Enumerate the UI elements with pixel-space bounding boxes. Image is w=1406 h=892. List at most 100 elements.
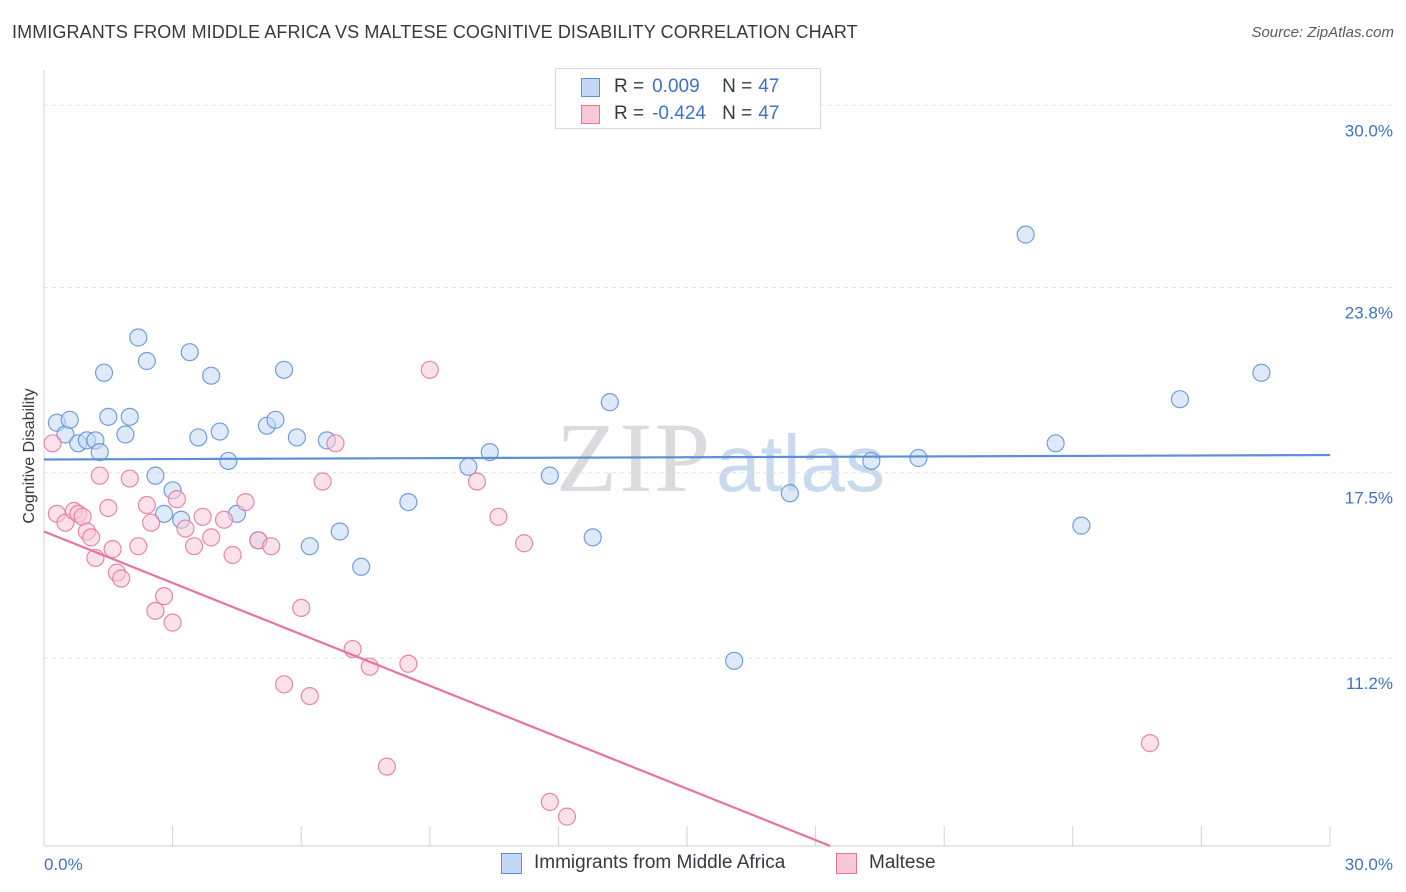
data-point-middle-africa (90, 443, 109, 462)
data-point-maltese (154, 587, 174, 606)
data-point-maltese (99, 498, 118, 518)
legend-item-middle-africa: Immigrants from Middle Africa (501, 852, 785, 874)
legend-row-maltese: R = -0.424 N = 47 (581, 102, 779, 126)
data-point-maltese (120, 469, 139, 488)
legend-label-maltese: Maltese (869, 852, 936, 873)
data-point-maltese (214, 510, 234, 529)
data-point-middle-africa (459, 457, 478, 476)
data-point-middle-africa (862, 451, 881, 471)
data-point-middle-africa (154, 504, 174, 523)
data-point-maltese (137, 495, 156, 515)
data-point-middle-africa (274, 360, 294, 379)
data-point-maltese (112, 569, 131, 588)
legend-swatch-middle-africa (581, 77, 600, 97)
correlation-legend: R = 0.009 N = 47 R = -0.424 N = 47 (555, 68, 821, 129)
data-point-maltese (193, 507, 212, 526)
gridlines (44, 104, 1394, 659)
data-point-middle-africa (210, 422, 229, 441)
data-point-middle-africa (129, 328, 148, 347)
data-point-maltese (202, 528, 221, 547)
trend-line-middle-africa (43, 453, 1331, 461)
data-point-middle-africa (540, 466, 559, 485)
legend-item-maltese: Maltese (836, 852, 936, 874)
data-point-maltese (489, 507, 508, 526)
data-point-middle-africa (780, 484, 799, 503)
data-point-maltese (1140, 734, 1160, 753)
data-point-middle-africa (1252, 363, 1271, 382)
axes (43, 70, 1331, 847)
data-point-maltese (167, 490, 186, 509)
data-point-middle-africa (1046, 434, 1065, 453)
data-point-maltese (557, 807, 577, 826)
r-value: 0.009 (652, 76, 700, 97)
data-point-middle-africa (120, 407, 139, 426)
y-axis-label: Cognitive Disability (21, 388, 38, 523)
data-point-maltese (223, 545, 242, 565)
data-point-middle-africa (189, 428, 208, 447)
data-point-maltese (300, 686, 319, 706)
data-point-middle-africa (352, 557, 371, 576)
n-label: N = (722, 103, 753, 124)
data-point-maltese (103, 540, 122, 559)
data-point-middle-africa (94, 363, 114, 382)
data-point-maltese (377, 757, 397, 776)
data-point-middle-africa (146, 466, 165, 485)
data-point-maltese (82, 528, 101, 547)
data-point-maltese (236, 492, 255, 512)
data-point-maltese (176, 519, 195, 538)
y-tick-labels: 11.2% 17.5% 23.8% 30.0% (1345, 121, 1393, 693)
x-tick-label: 30.0% (1345, 855, 1393, 874)
x-tick-label: 0.0% (44, 855, 83, 874)
n-value: 47 (758, 103, 780, 124)
data-point-maltese (274, 675, 294, 694)
trend-line-maltese (43, 530, 831, 848)
data-point-maltese (540, 792, 559, 812)
data-point-maltese (515, 534, 534, 553)
data-point-middle-africa (725, 651, 744, 670)
data-point-maltese (163, 613, 182, 632)
data-point-middle-africa (137, 351, 156, 371)
trend-lines (43, 453, 1331, 848)
data-point-maltese (292, 598, 311, 618)
x-tick-labels: 0.0% 30.0% (44, 855, 1393, 874)
legend-swatch-maltese (581, 104, 600, 124)
y-tick-label: 17.5% (1345, 489, 1393, 508)
y-tick-label: 11.2% (1346, 674, 1393, 693)
data-point-maltese (43, 434, 62, 453)
data-point-middle-africa (99, 407, 118, 426)
r-label: R = (614, 76, 645, 97)
data-point-maltese (326, 434, 345, 453)
data-point-maltese (184, 537, 204, 556)
n-label: N = (722, 76, 753, 97)
data-point-middle-africa (330, 522, 349, 541)
chart-title: IMMIGRANTS FROM MIDDLE AFRICA VS MALTESE… (12, 22, 858, 42)
r-label: R = (614, 103, 645, 124)
data-point-middle-africa (583, 528, 602, 547)
data-point-maltese (399, 654, 418, 673)
data-points (43, 225, 1271, 826)
y-tick-label: 30.0% (1345, 121, 1393, 140)
data-point-maltese (142, 513, 161, 532)
data-point-middle-africa (300, 537, 319, 556)
source-label: Source: ZipAtlas.com (1251, 24, 1394, 41)
data-point-middle-africa (399, 492, 418, 512)
data-point-middle-africa (287, 428, 307, 447)
data-point-middle-africa (1072, 516, 1091, 535)
legend-row-middle-africa: R = 0.009 N = 47 (581, 75, 779, 99)
legend-swatch-maltese (836, 852, 857, 874)
data-point-middle-africa (1170, 390, 1190, 409)
data-point-middle-africa (909, 448, 928, 468)
data-point-maltese (467, 472, 487, 491)
data-point-middle-africa (266, 410, 285, 429)
r-value: -0.424 (652, 103, 706, 124)
data-point-middle-africa (480, 443, 499, 462)
n-value: 47 (758, 76, 780, 97)
data-point-middle-africa (116, 425, 135, 444)
data-point-maltese (313, 472, 332, 491)
data-point-middle-africa (219, 451, 238, 471)
data-point-middle-africa (600, 393, 619, 412)
data-point-middle-africa (202, 366, 221, 385)
series-legend: Immigrants from Middle Africa Maltese (0, 852, 1406, 878)
data-point-maltese (420, 360, 439, 379)
